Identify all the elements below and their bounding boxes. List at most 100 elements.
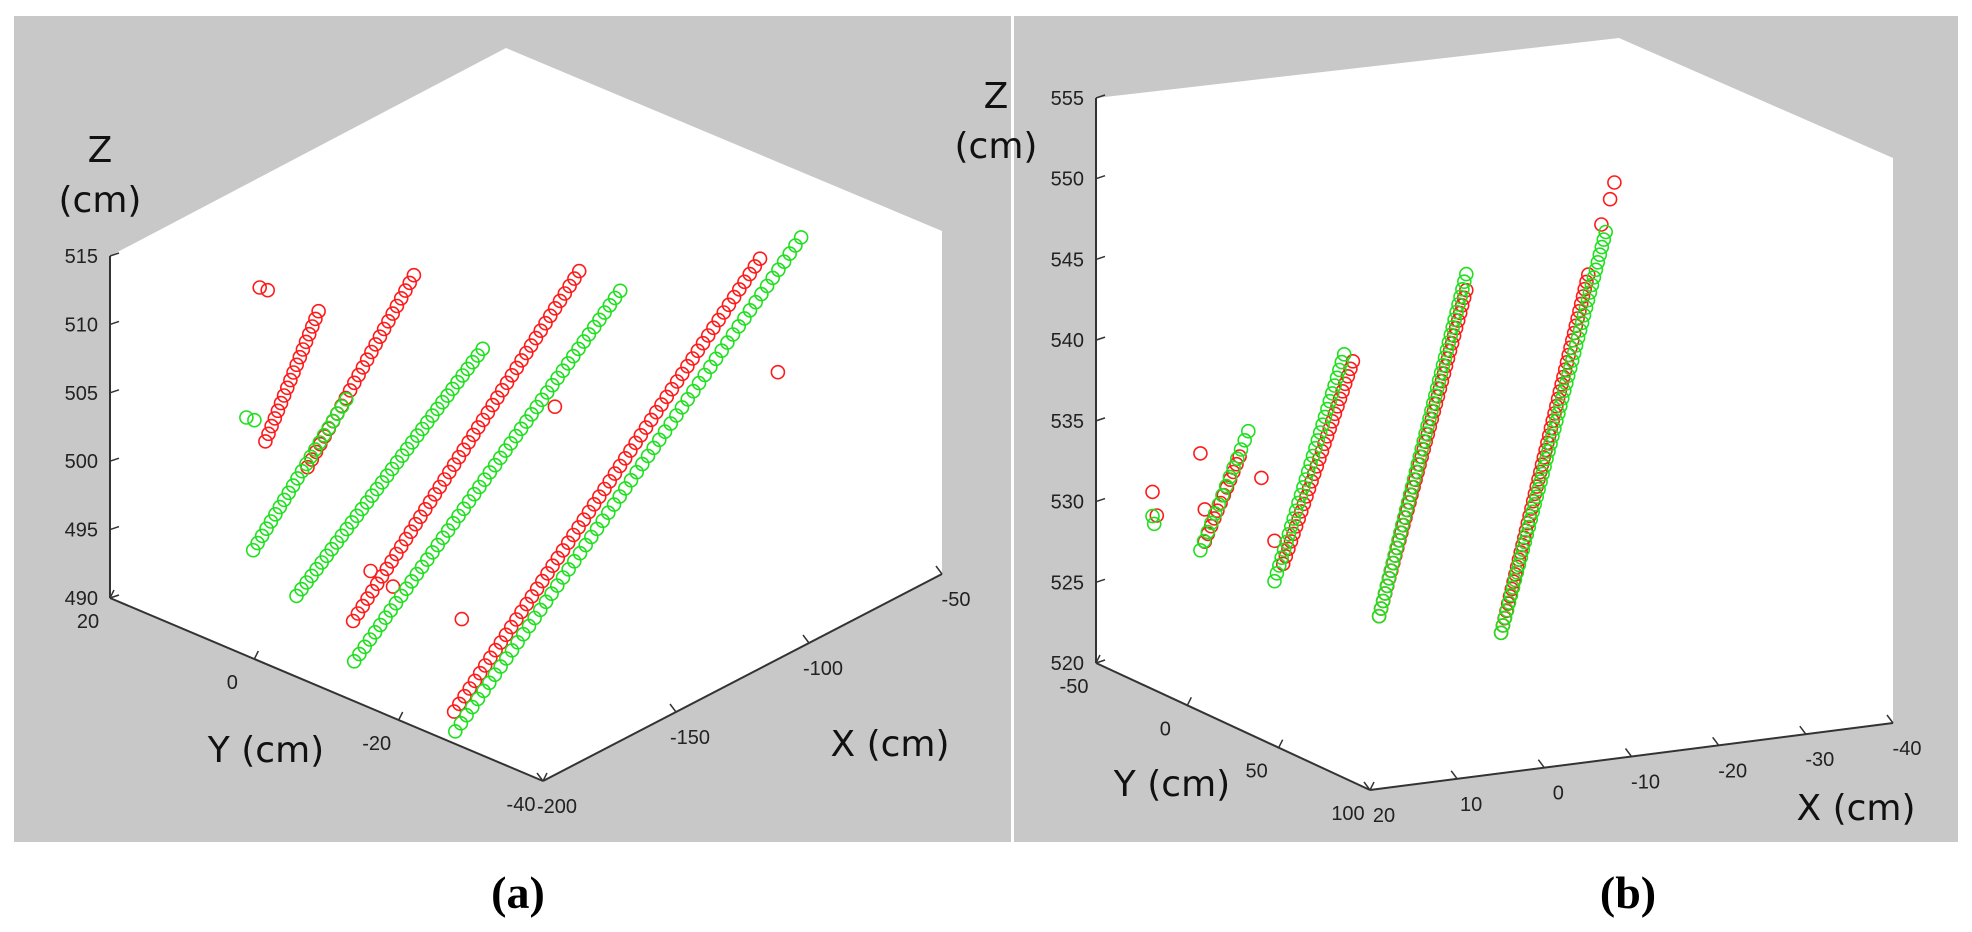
data-point	[1379, 578, 1395, 594]
data-point	[1204, 515, 1219, 531]
data-point	[372, 329, 388, 345]
data-point	[1553, 398, 1568, 414]
caption-b: (b)	[1600, 867, 1656, 918]
x-tick-mark	[1363, 781, 1371, 791]
data-point	[586, 319, 602, 335]
data-point	[1451, 297, 1466, 312]
data-point	[1402, 487, 1418, 502]
y-tick-mark	[542, 772, 548, 782]
data-point	[477, 472, 492, 488]
data-point	[1393, 525, 1408, 540]
data-point	[1533, 474, 1548, 489]
data-point	[1420, 418, 1435, 434]
data-point	[304, 319, 320, 334]
data-point	[1572, 322, 1588, 338]
data-point	[446, 457, 462, 473]
data-point	[398, 531, 414, 547]
data-point	[534, 392, 550, 408]
data-point	[581, 504, 597, 520]
data-point	[1145, 508, 1160, 524]
data-point	[565, 348, 581, 364]
data-point	[1521, 519, 1537, 535]
data-point	[267, 411, 283, 426]
data-point	[1398, 502, 1414, 518]
y-tick-mark	[397, 711, 404, 721]
data-point	[273, 395, 289, 411]
data-point	[1551, 406, 1566, 421]
data-point	[1322, 393, 1338, 409]
data-point	[1504, 581, 1520, 597]
data-point	[1502, 588, 1518, 604]
data-point	[1193, 446, 1208, 461]
data-point	[381, 313, 396, 329]
data-point	[346, 375, 362, 391]
data-point	[409, 566, 425, 582]
panel-a-z-label-line2: (cm)	[59, 180, 142, 221]
data-point	[1334, 354, 1350, 370]
data-point	[509, 612, 524, 627]
data-point	[607, 290, 623, 306]
x-tick-mark	[1537, 759, 1545, 769]
data-point	[488, 642, 503, 658]
data-point	[555, 363, 571, 379]
data-point	[1515, 542, 1531, 558]
data-point	[690, 343, 706, 359]
panel-a-y-label: Y (cm)	[207, 730, 324, 771]
data-point	[550, 550, 566, 566]
data-point	[490, 390, 505, 406]
y-tick-label: 100	[1331, 803, 1364, 825]
data-point	[597, 305, 612, 320]
x-tick-mark	[536, 772, 544, 782]
data-point	[1387, 548, 1402, 563]
data-point	[1596, 232, 1612, 247]
y-tick-mark	[1186, 696, 1193, 706]
data-point	[1525, 504, 1540, 520]
data-point	[1497, 610, 1513, 626]
data-point	[475, 341, 491, 357]
data-point	[1330, 398, 1345, 414]
data-point	[592, 312, 607, 328]
data-point	[499, 375, 515, 391]
data-point	[445, 515, 461, 531]
data-point	[475, 412, 491, 428]
data-point	[430, 537, 446, 553]
panel-b-y-label: Y (cm)	[1113, 764, 1230, 805]
data-point	[1435, 357, 1451, 373]
data-point	[440, 523, 456, 538]
data-point	[1457, 274, 1472, 290]
data-point	[1391, 532, 1406, 548]
z-tick-label: 495	[65, 520, 98, 542]
data-point	[1222, 469, 1238, 485]
data-point	[427, 487, 443, 502]
data-point	[399, 581, 414, 597]
data-point	[1345, 353, 1361, 369]
z-tick-mark	[109, 389, 120, 394]
data-point	[1455, 281, 1470, 297]
data-point	[408, 516, 423, 532]
data-point	[1594, 217, 1609, 232]
data-point	[528, 330, 544, 346]
data-point	[711, 312, 726, 328]
data-point	[1272, 558, 1287, 573]
data-point	[607, 466, 623, 481]
data-point	[1381, 570, 1397, 586]
data-point	[706, 320, 721, 336]
data-point	[664, 381, 680, 397]
caption-a: (a)	[491, 867, 545, 918]
data-point	[731, 282, 747, 297]
data-point	[1312, 425, 1328, 440]
data-point	[1218, 478, 1234, 494]
data-point	[1215, 487, 1230, 503]
data-point	[538, 315, 553, 331]
data-point	[623, 443, 638, 458]
data-point	[1241, 423, 1256, 439]
data-point	[422, 494, 438, 510]
data-point	[414, 559, 430, 575]
data-point	[1459, 266, 1474, 282]
data-point	[638, 420, 654, 435]
data-point	[1327, 406, 1343, 422]
data-point	[1332, 362, 1347, 378]
y-tick-mark	[253, 650, 260, 660]
data-point	[737, 274, 752, 290]
data-point	[308, 311, 323, 327]
